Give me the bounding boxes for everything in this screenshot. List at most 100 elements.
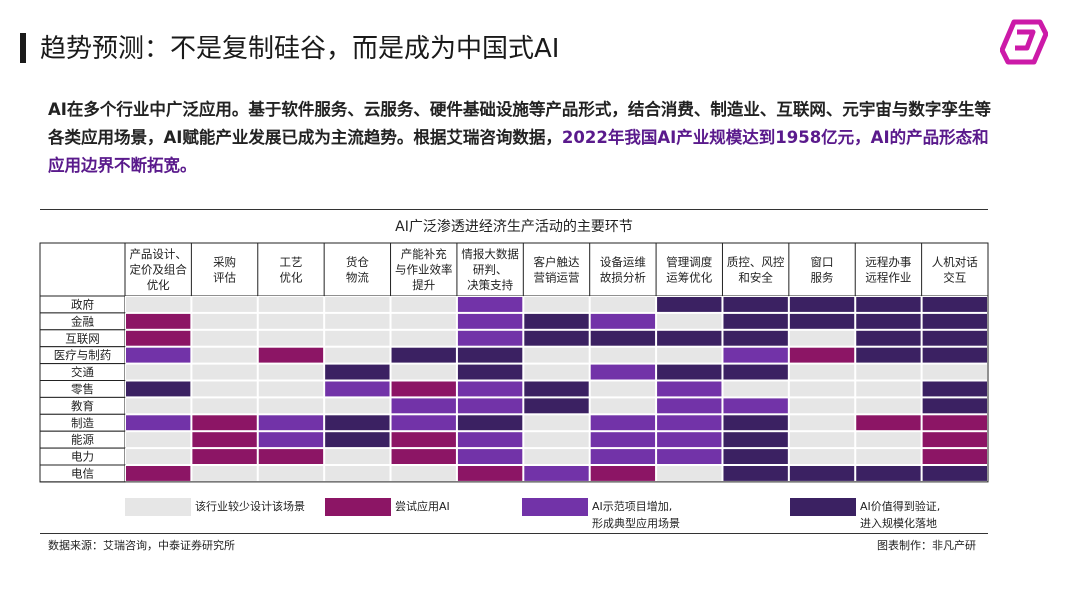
intro-paragraph: AI在多个行业中广泛应用。基于软件服务、云服务、硬件基础设施等产品形式，结合消费… bbox=[48, 96, 1003, 180]
matrix-cell bbox=[855, 414, 922, 432]
matrix-cell bbox=[656, 448, 723, 466]
matrix-cell bbox=[656, 296, 723, 313]
legend-label: 尝试应用AI bbox=[395, 498, 450, 515]
matrix-cell bbox=[257, 329, 325, 347]
matrix-cell bbox=[191, 380, 258, 398]
column-header-label: 人机对话 bbox=[932, 255, 978, 269]
matrix-cell bbox=[257, 346, 325, 364]
matrix-cell bbox=[257, 296, 325, 313]
chart-credit: 图表制作：非凡产研 bbox=[877, 539, 976, 552]
matrix-cell bbox=[390, 448, 457, 466]
column-header-label: 远程作业 bbox=[865, 270, 911, 284]
matrix-cell bbox=[390, 414, 457, 432]
matrix-cell bbox=[125, 431, 192, 449]
matrix-cell bbox=[191, 465, 258, 482]
matrix-cell bbox=[855, 431, 922, 449]
matrix-cell bbox=[523, 380, 590, 398]
matrix-cell bbox=[722, 312, 789, 330]
matrix-cell bbox=[523, 312, 590, 330]
matrix-cell bbox=[921, 346, 988, 364]
matrix-cell bbox=[324, 363, 391, 381]
matrix-cell bbox=[855, 296, 922, 313]
matrix-cell bbox=[656, 312, 723, 330]
matrix-frame bbox=[39, 242, 989, 483]
row-label: 政府 bbox=[71, 297, 94, 311]
matrix-cell bbox=[788, 397, 856, 415]
matrix-cell bbox=[390, 296, 457, 313]
legend-swatch bbox=[790, 498, 856, 516]
matrix-cell bbox=[390, 329, 457, 347]
matrix-cell bbox=[589, 380, 657, 398]
matrix-cell bbox=[125, 448, 192, 466]
column-header-label: 决策支持 bbox=[467, 278, 513, 292]
matrix-cell bbox=[125, 329, 192, 347]
matrix-cell bbox=[656, 397, 723, 415]
matrix-cell bbox=[788, 431, 856, 449]
column-header-label: 客户触达 bbox=[534, 255, 580, 269]
matrix-cell bbox=[656, 465, 723, 482]
column-header-label: 质控、风控 bbox=[727, 255, 785, 269]
matrix-cell bbox=[125, 380, 192, 398]
matrix-cell bbox=[656, 380, 723, 398]
matrix-cell bbox=[589, 465, 657, 482]
matrix-cell bbox=[722, 363, 789, 381]
matrix-cell bbox=[722, 296, 789, 313]
matrix-cell bbox=[390, 397, 457, 415]
matrix-cell bbox=[257, 312, 325, 330]
matrix-cell bbox=[589, 431, 657, 449]
row-label: 交通 bbox=[71, 365, 94, 379]
row-label: 零售 bbox=[71, 382, 94, 396]
column-header-label: 工艺 bbox=[279, 255, 302, 269]
bottom-divider bbox=[40, 533, 988, 534]
matrix-cell bbox=[456, 296, 524, 313]
matrix-cell bbox=[788, 363, 856, 381]
legend-label-line: 尝试应用AI bbox=[395, 500, 450, 513]
intro-text: AI在多个行业中广泛应用。基于软件服务、云服务、硬件基础设施等产品形式，结合消费… bbox=[48, 100, 991, 147]
matrix-cell bbox=[257, 380, 325, 398]
matrix-cell bbox=[722, 380, 789, 398]
matrix-cell bbox=[656, 346, 723, 364]
matrix-cell bbox=[855, 397, 922, 415]
column-header-label: 评估 bbox=[213, 270, 236, 284]
matrix-cell bbox=[456, 397, 524, 415]
matrix-cell bbox=[523, 431, 590, 449]
matrix-cell bbox=[257, 363, 325, 381]
matrix-cell bbox=[257, 448, 325, 466]
matrix-cell bbox=[390, 465, 457, 482]
matrix-cell bbox=[390, 312, 457, 330]
page-title: 趋势预测：不是复制硅谷，而是成为中国式AI bbox=[40, 34, 560, 64]
matrix-cell bbox=[324, 397, 391, 415]
column-header-label: 营销运营 bbox=[534, 270, 580, 284]
column-header-label: 和安全 bbox=[738, 270, 773, 284]
matrix-cell bbox=[257, 397, 325, 415]
column-header-label: 窗口 bbox=[811, 255, 834, 269]
matrix-cell bbox=[921, 329, 988, 347]
matrix-cell bbox=[125, 312, 192, 330]
matrix-cell bbox=[921, 380, 988, 398]
column-header-label: 产品设计、 bbox=[129, 247, 187, 261]
matrix-cell bbox=[390, 431, 457, 449]
matrix-cell bbox=[788, 346, 856, 364]
matrix-cell bbox=[855, 312, 922, 330]
matrix-cell bbox=[324, 346, 391, 364]
matrix-cell bbox=[324, 329, 391, 347]
matrix-cell bbox=[656, 329, 723, 347]
matrix-cell bbox=[191, 431, 258, 449]
matrix-cell bbox=[921, 431, 988, 449]
row-label: 医疗与制药 bbox=[54, 348, 112, 362]
column-header-label: 交互 bbox=[943, 270, 966, 284]
matrix-cell bbox=[788, 312, 856, 330]
matrix-cell bbox=[921, 363, 988, 381]
column-header-label: 物流 bbox=[346, 270, 369, 284]
legend-label-line: 该行业较少设计该场景 bbox=[195, 500, 305, 513]
column-header-label: 故损分析 bbox=[600, 270, 646, 284]
matrix-cell bbox=[589, 448, 657, 466]
source-note: 数据来源：艾瑞咨询，中泰证券研究所 bbox=[48, 539, 235, 552]
matrix-cell bbox=[855, 448, 922, 466]
row-label: 电信 bbox=[71, 466, 94, 480]
matrix-cell bbox=[456, 329, 524, 347]
matrix-cell bbox=[589, 363, 657, 381]
matrix-cell bbox=[788, 296, 856, 313]
matrix-cell bbox=[125, 363, 192, 381]
matrix-cell bbox=[722, 414, 789, 432]
